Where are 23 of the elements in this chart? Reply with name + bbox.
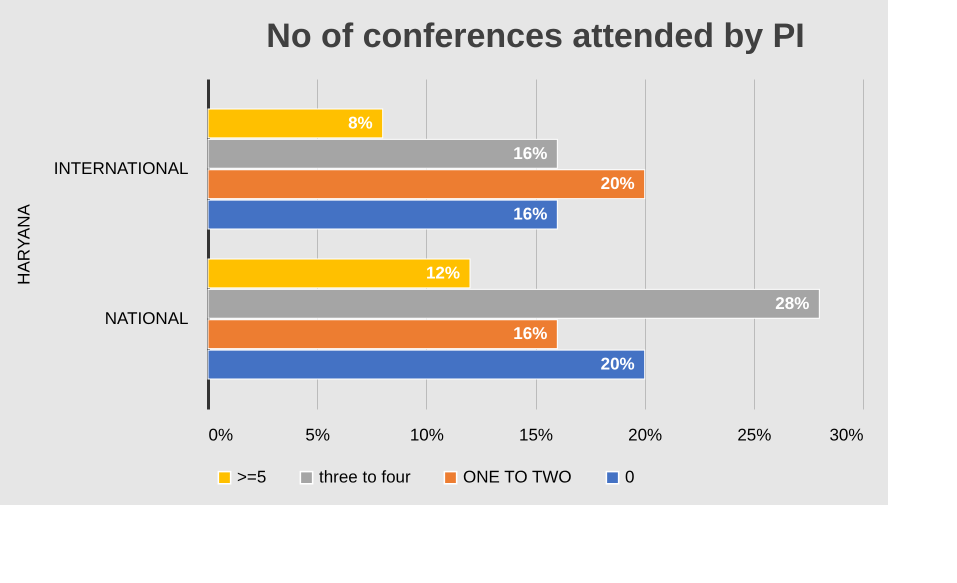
data-label: 20% — [600, 354, 635, 374]
x-tick-label: 5% — [305, 426, 330, 444]
data-label: 12% — [426, 263, 460, 282]
x-tick-label: 15% — [518, 426, 554, 444]
data-label: 16% — [513, 324, 548, 344]
legend-label: three to four — [319, 468, 412, 487]
legend-label: >=5 — [237, 468, 266, 487]
x-tick-label: 30% — [829, 426, 864, 444]
data-label: 8% — [348, 113, 373, 132]
x-tick-label: 10% — [410, 426, 444, 444]
chart-title: No of conferences attended by PI — [266, 17, 805, 55]
data-label: 20% — [600, 174, 635, 194]
legend-label: 0 — [625, 468, 634, 487]
data-label: 28% — [775, 294, 810, 313]
data-label: 16% — [513, 204, 548, 224]
legend-label: ONE TO TWO — [463, 468, 572, 487]
x-tick-label: 25% — [737, 426, 772, 444]
x-tick-label: 0% — [208, 426, 234, 444]
y-tick-label: NATIONAL — [104, 309, 188, 328]
x-tick-label: 20% — [628, 426, 662, 444]
y-tick-label: INTERNATIONAL — [54, 159, 188, 178]
data-label: 16% — [513, 144, 548, 163]
y-axis-title: HARYANA — [14, 204, 34, 285]
